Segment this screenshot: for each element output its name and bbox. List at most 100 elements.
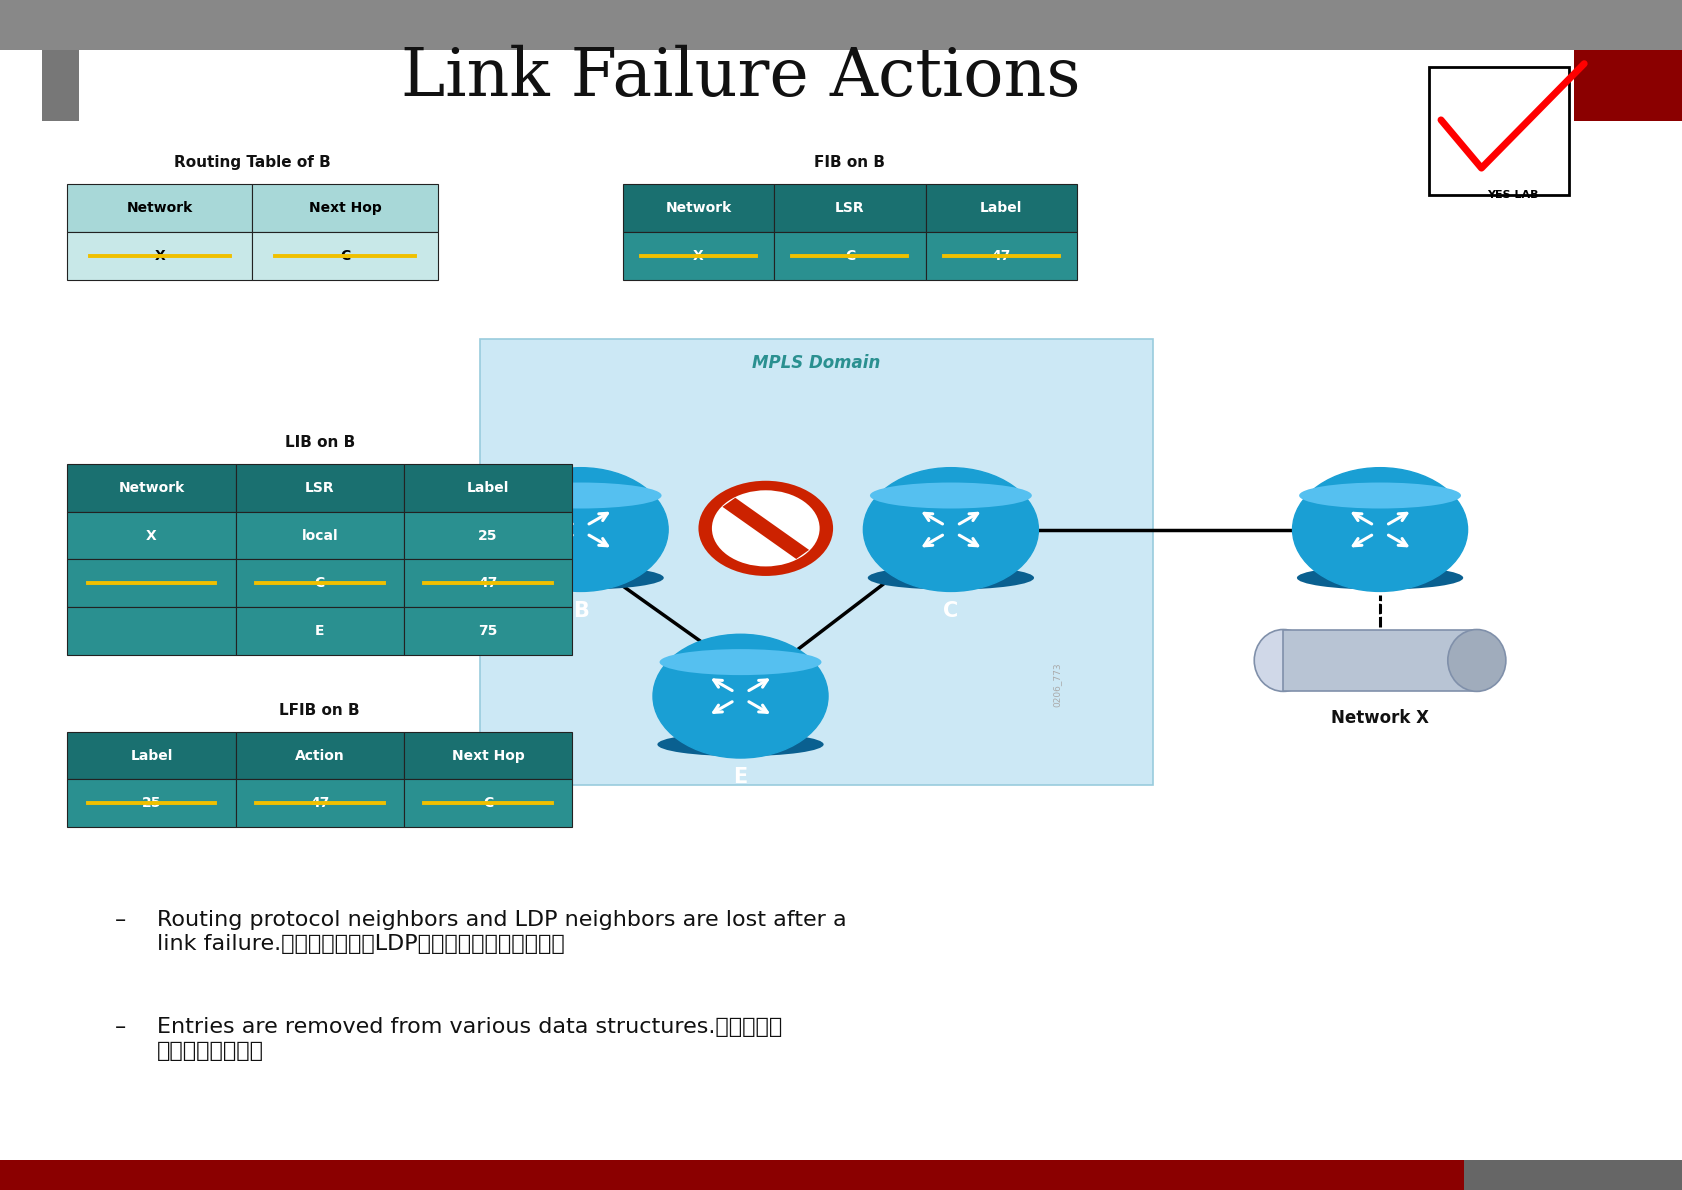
FancyBboxPatch shape [235,732,404,779]
Ellipse shape [1299,482,1460,508]
FancyBboxPatch shape [0,1160,1463,1190]
FancyBboxPatch shape [67,232,252,280]
FancyBboxPatch shape [774,232,925,280]
Text: Label: Label [466,481,510,495]
FancyBboxPatch shape [0,0,1682,50]
Text: 75: 75 [478,624,498,638]
FancyBboxPatch shape [479,339,1152,785]
FancyBboxPatch shape [1428,67,1568,195]
Circle shape [698,481,833,576]
Text: X: X [693,249,703,263]
Ellipse shape [128,566,293,589]
FancyBboxPatch shape [925,184,1076,232]
Ellipse shape [659,649,821,675]
Text: MPLS Domain: MPLS Domain [752,353,880,372]
Text: FIB on B: FIB on B [814,155,885,170]
FancyBboxPatch shape [1282,630,1477,691]
FancyBboxPatch shape [622,184,774,232]
FancyBboxPatch shape [404,512,572,559]
FancyBboxPatch shape [404,779,572,827]
Text: 47: 47 [478,576,498,590]
FancyBboxPatch shape [404,464,572,512]
FancyBboxPatch shape [67,779,235,827]
FancyBboxPatch shape [404,607,572,654]
FancyBboxPatch shape [774,184,925,232]
FancyBboxPatch shape [67,184,252,232]
Ellipse shape [1447,630,1505,691]
Text: Link Failure Actions: Link Failure Actions [400,45,1080,109]
Circle shape [493,468,668,591]
Ellipse shape [500,482,661,508]
Text: 25: 25 [478,528,498,543]
Text: C: C [942,601,959,621]
FancyBboxPatch shape [1573,50,1682,121]
Text: LSR: LSR [304,481,335,495]
Text: LSR: LSR [834,201,865,215]
Text: Network X: Network X [1330,709,1428,727]
Text: E: E [733,768,747,788]
Text: B: B [572,601,589,621]
Text: 25: 25 [141,796,161,810]
FancyBboxPatch shape [622,232,774,280]
FancyBboxPatch shape [404,732,572,779]
Text: Routing protocol neighbors and LDP neighbors are lost after a
link failure.路由协议邻: Routing protocol neighbors and LDP neigh… [156,910,846,953]
FancyBboxPatch shape [235,464,404,512]
FancyBboxPatch shape [235,512,404,559]
Text: –: – [114,910,126,931]
Polygon shape [722,497,809,559]
Text: 0206_773: 0206_773 [1051,662,1061,707]
Text: Entries are removed from various data structures.条目从各种
数据结构中删除。: Entries are removed from various data st… [156,1017,782,1060]
FancyBboxPatch shape [42,50,79,121]
FancyBboxPatch shape [235,607,404,654]
FancyBboxPatch shape [67,512,235,559]
FancyBboxPatch shape [252,184,437,232]
Text: D: D [1371,601,1388,621]
Ellipse shape [498,566,663,589]
Circle shape [863,468,1038,591]
Text: 47: 47 [991,249,1011,263]
Text: Next Hop: Next Hop [308,201,382,215]
FancyBboxPatch shape [404,559,572,607]
Ellipse shape [130,482,291,508]
Text: Next Hop: Next Hop [451,749,525,763]
Ellipse shape [1253,630,1312,691]
Text: Network: Network [664,201,732,215]
FancyBboxPatch shape [67,732,235,779]
Text: A: A [202,601,219,621]
FancyBboxPatch shape [67,559,235,607]
Text: C: C [844,249,854,263]
Ellipse shape [868,566,1033,589]
Text: X: X [146,528,156,543]
Text: YES LAB: YES LAB [1485,190,1537,200]
FancyBboxPatch shape [235,559,404,607]
FancyBboxPatch shape [67,607,235,654]
Text: E: E [315,624,325,638]
Text: Label: Label [130,749,173,763]
Circle shape [653,634,828,758]
FancyBboxPatch shape [1463,1160,1682,1190]
Text: –: – [114,1017,126,1038]
Text: C: C [340,249,350,263]
Text: Routing Table of B: Routing Table of B [173,155,331,170]
Text: Label: Label [979,201,1023,215]
Circle shape [1292,468,1467,591]
Text: C: C [315,576,325,590]
Circle shape [123,468,298,591]
Ellipse shape [870,482,1031,508]
Ellipse shape [658,733,822,756]
Text: X: X [155,249,165,263]
FancyBboxPatch shape [252,232,437,280]
Text: 47: 47 [309,796,330,810]
Circle shape [711,490,819,566]
Text: Network: Network [126,201,193,215]
Text: Action: Action [294,749,345,763]
Ellipse shape [1297,566,1462,589]
Text: LFIB on B: LFIB on B [279,702,360,718]
Text: local: local [301,528,338,543]
FancyBboxPatch shape [925,232,1076,280]
FancyBboxPatch shape [235,779,404,827]
Text: C: C [483,796,493,810]
Text: LIB on B: LIB on B [284,434,355,450]
FancyBboxPatch shape [67,464,235,512]
Text: Network: Network [118,481,185,495]
